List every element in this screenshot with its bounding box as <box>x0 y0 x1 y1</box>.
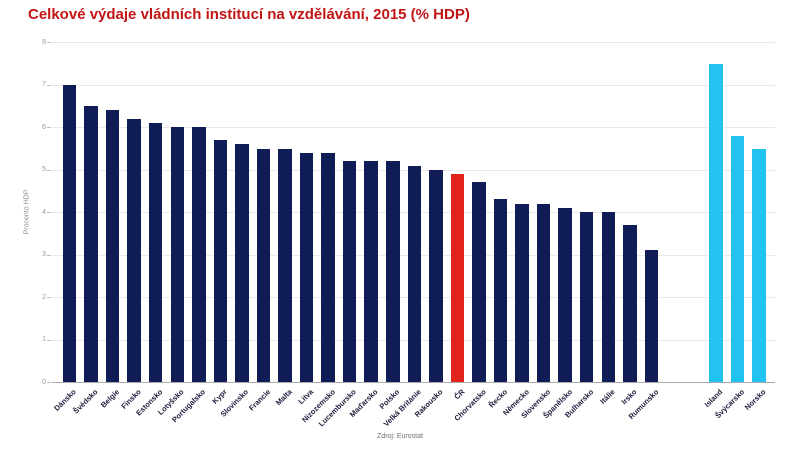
bar-dansko <box>62 84 77 382</box>
x-label-italie: Itálie <box>598 387 617 406</box>
bar-slovinsko <box>235 144 249 382</box>
bar-lucembursko <box>342 161 357 382</box>
bar-madarsko <box>364 161 378 382</box>
y-tick <box>47 382 51 383</box>
y-tick <box>47 339 51 341</box>
bar-norsko <box>752 148 766 382</box>
y-tick <box>47 84 51 86</box>
bar-nizozemsko <box>321 152 335 382</box>
bar-malta <box>278 148 292 382</box>
bar-italie <box>601 212 615 382</box>
y-tick-label: 8 <box>42 38 46 46</box>
bar-island <box>709 63 723 382</box>
bar-velka-britanie <box>407 165 422 382</box>
bar-nemecko <box>515 203 529 382</box>
x-label-francie: Francie <box>246 387 273 413</box>
bar-rakousko <box>429 169 443 382</box>
y-tick-label: 1 <box>42 336 46 344</box>
x-label-malta: Malta <box>273 387 294 408</box>
y-tick <box>47 212 51 214</box>
y-tick-label: 3 <box>42 251 46 259</box>
x-label-norsko: Norsko <box>743 387 768 412</box>
bar-spanelsko <box>558 207 572 382</box>
x-label-irsko: Irsko <box>619 387 639 407</box>
y-tick <box>47 254 51 256</box>
y-tick-label: 7 <box>42 81 46 89</box>
bar-slovensko <box>536 203 551 382</box>
source-note: Zdroj: Eurostat <box>377 433 423 440</box>
y-tick-label: 4 <box>42 208 46 216</box>
chart-title: Celkové výdaje vládních institucí na vzd… <box>28 6 470 23</box>
y-tick-label: 0 <box>42 378 46 386</box>
bar-bulharsko <box>579 212 594 382</box>
bar-belgie <box>105 110 120 382</box>
y-tick <box>47 169 51 171</box>
bar-recko <box>493 199 508 382</box>
bar-kypr <box>213 140 228 382</box>
y-tick <box>47 297 51 299</box>
bar-cr <box>450 173 465 382</box>
bar-portugalsko <box>192 127 206 382</box>
x-label-litva: Litva <box>296 387 316 407</box>
gridline <box>52 84 775 86</box>
bar-svedsko <box>84 106 98 382</box>
y-tick-label: 6 <box>42 123 46 131</box>
y-tick <box>47 127 51 129</box>
bar-irsko <box>623 224 637 382</box>
bar-estonsko <box>148 123 163 382</box>
bar-lotyssko <box>170 127 184 382</box>
x-label-cr: ČR <box>452 387 467 402</box>
bar-finsko <box>127 118 141 382</box>
bar-polsko <box>386 161 400 382</box>
gridline <box>52 127 775 129</box>
x-axis-line <box>52 382 775 383</box>
y-tick <box>47 42 51 44</box>
y-tick-label: 5 <box>42 166 46 174</box>
gridline <box>52 42 775 44</box>
bar-svycarsko <box>730 135 745 382</box>
bar-litva <box>299 152 314 382</box>
bar-francie <box>256 148 271 382</box>
y-tick-label: 2 <box>42 293 46 301</box>
bar-rumunsko <box>644 250 659 382</box>
x-label-belgie: Belgie <box>98 387 122 410</box>
bar-chorvatsko <box>472 182 486 382</box>
